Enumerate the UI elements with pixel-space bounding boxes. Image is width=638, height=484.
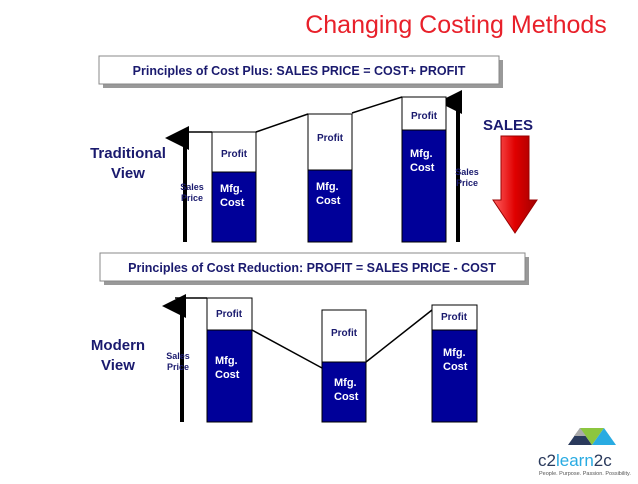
principle: Principles of Cost Reduction: PROFIT = S…	[128, 261, 496, 275]
cost: Cost	[410, 162, 435, 174]
sales-arrow	[492, 135, 538, 234]
cost-box	[307, 169, 353, 243]
cost-box	[206, 329, 253, 423]
profit: Profit	[317, 133, 344, 144]
logo-icon	[568, 428, 616, 445]
cost: Mfg.	[220, 183, 243, 195]
profit: Profit	[441, 312, 468, 323]
sales-price: Price	[167, 362, 189, 372]
view-label: View	[101, 357, 135, 374]
cost-box	[401, 129, 447, 243]
sales-price: Price	[181, 193, 203, 203]
cost: Mfg.	[334, 377, 357, 389]
profit-box	[307, 113, 353, 171]
banner	[99, 252, 526, 282]
connector	[365, 309, 433, 363]
profit: Profit	[216, 309, 243, 320]
view-label: Modern	[91, 337, 145, 354]
sales-price: Price	[456, 178, 478, 188]
cost: Mfg.	[410, 148, 433, 160]
cost: Mfg.	[215, 355, 238, 367]
cost-box	[211, 171, 257, 243]
title: Changing Costing Methods	[305, 11, 607, 39]
cost: Cost	[334, 391, 359, 403]
cost-box	[321, 361, 367, 423]
view-label: Traditional	[90, 145, 166, 162]
connector	[255, 113, 309, 133]
banner	[98, 55, 500, 85]
profit-box	[321, 309, 367, 363]
sales-price: Sales	[455, 167, 479, 177]
profit-box	[401, 96, 447, 131]
cost: Cost	[220, 197, 245, 209]
profit: Profit	[221, 149, 248, 160]
profit: Profit	[411, 111, 438, 122]
sales-label: SALES	[483, 117, 533, 134]
view-label: View	[111, 165, 145, 182]
logo-part: learn	[556, 451, 594, 470]
sales-price: Sales	[180, 182, 204, 192]
cost: Cost	[316, 195, 341, 207]
profit-box	[211, 131, 257, 173]
connector	[351, 96, 403, 114]
cost: Mfg.	[316, 181, 339, 193]
sales-price: Sales	[166, 351, 190, 361]
cost: Cost	[215, 369, 240, 381]
profit: Profit	[331, 328, 358, 339]
cost: Mfg.	[443, 347, 466, 359]
logo-tagline: People. Purpose. Passion. Possibility.	[539, 471, 631, 477]
principle: Principles of Cost Plus: SALES PRICE = C…	[133, 64, 466, 78]
profit-box	[431, 304, 478, 331]
profit-box	[206, 297, 253, 331]
logo-part: 2c	[594, 451, 612, 470]
cost-box	[431, 329, 478, 423]
logo-name: c2learn2c	[538, 451, 612, 470]
connector	[251, 329, 323, 369]
cost: Cost	[443, 361, 468, 373]
logo-part: c2	[538, 451, 556, 470]
